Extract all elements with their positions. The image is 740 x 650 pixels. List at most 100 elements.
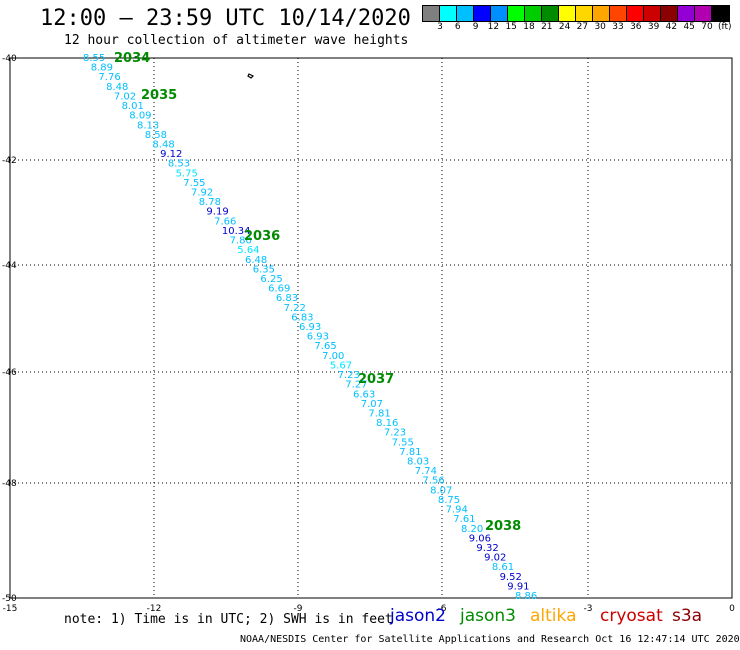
color-scale-tick-label: 21 xyxy=(541,22,553,32)
wave-height-value: 5.67 xyxy=(330,360,352,371)
credit-line: NOAA/NESDIS Center for Satellite Applica… xyxy=(240,634,740,645)
color-scale-tick-label: 12 xyxy=(487,22,500,32)
pass-time-label: 2034 xyxy=(114,51,150,66)
x-tick-label: -12 xyxy=(147,604,162,614)
island-outline xyxy=(247,73,255,79)
wave-height-value: 6.48 xyxy=(245,255,267,266)
x-tick-label: -15 xyxy=(3,604,18,614)
satellite-legend-item: s3a xyxy=(672,606,703,626)
color-scale-tick-label: 36 xyxy=(630,22,642,32)
satellite-legend-item: jason2 xyxy=(390,606,446,626)
x-tick-label: -9 xyxy=(294,604,303,614)
time-labels: 2034 2035 2036 2037 2038 xyxy=(114,51,521,534)
footnote: note: 1) Time is in UTC; 2) SWH is in fe… xyxy=(64,612,393,627)
wave-height-value: 7.74 xyxy=(415,466,437,477)
color-scale-swatch xyxy=(559,6,576,21)
wave-height-value: 8.78 xyxy=(199,197,221,208)
map-title: 12:00 – 23:59 UTC 10/14/2020 xyxy=(40,6,411,31)
y-tick-label: -50 xyxy=(2,594,17,604)
color-scale-tick-label: 70 xyxy=(701,22,713,32)
color-scale-tick-label: 45 xyxy=(683,22,695,32)
color-scale-tick-label: 42 xyxy=(665,22,678,32)
color-scale-swatch xyxy=(593,6,610,21)
wave-height-value: 8.20 xyxy=(461,524,483,535)
y-tick-label: -42 xyxy=(2,156,17,166)
map-frame xyxy=(9,57,733,599)
color-scale-swatch xyxy=(576,6,593,21)
color-scale-tick-label: 27 xyxy=(576,22,589,32)
wave-height-value: 7.07 xyxy=(361,399,383,410)
wave-height-value: 7.22 xyxy=(284,303,306,314)
wave-height-value: 8.86 xyxy=(515,591,537,602)
wave-height-value: 6.83 xyxy=(276,293,298,304)
wave-height-value: 7.00 xyxy=(322,351,344,362)
wave-height-value: 8.58 xyxy=(145,130,167,141)
wave-height-value: 7.81 xyxy=(399,447,421,458)
y-tick-label: -48 xyxy=(2,479,17,489)
wave-height-value: 6.83 xyxy=(291,312,313,323)
wave-height-value: 8.01 xyxy=(122,101,144,112)
color-scale-swatch xyxy=(678,6,695,21)
wave-height-value: 7.76 xyxy=(98,72,120,83)
x-tick-label: -6 xyxy=(438,604,447,614)
wave-height-value: 7.56 xyxy=(422,476,444,487)
wave-height-value: 8.48 xyxy=(152,139,174,150)
wave-height-value: 7.94 xyxy=(446,505,468,516)
color-scale-swatch xyxy=(525,6,542,21)
wave-height-value: 7.27 xyxy=(345,380,367,391)
wave-height-value: 7.65 xyxy=(314,341,336,352)
wave-height-value: 5.75 xyxy=(176,168,198,179)
wave-height-value: 7.92 xyxy=(191,188,213,199)
wave-height-value: 10.34 xyxy=(222,226,251,237)
wave-height-value: 6.25 xyxy=(260,274,282,285)
color-scale-tick-label: 33 xyxy=(612,22,624,32)
wave-height-value: 7.81 xyxy=(368,408,390,419)
color-scale-swatch xyxy=(457,6,474,21)
color-scale-swatch xyxy=(712,6,729,21)
wave-height-value: 7.61 xyxy=(453,514,475,525)
wave-height-value: 8.07 xyxy=(430,485,452,496)
y-tick-label: -44 xyxy=(2,261,17,271)
wave-height-value: 8.53 xyxy=(168,159,190,170)
wave-height-value: 8.89 xyxy=(91,63,113,74)
color-scale-swatch xyxy=(491,6,508,21)
x-tick-label: -3 xyxy=(584,604,593,614)
color-scale-swatch xyxy=(661,6,678,21)
wave-height-value: 9.12 xyxy=(160,149,182,160)
wave-height-value: 7.23 xyxy=(338,370,360,381)
pass-time-label: 2036 xyxy=(244,229,280,244)
color-scale-swatch xyxy=(610,6,627,21)
wave-height-value: 9.06 xyxy=(469,533,491,544)
wave-height-value: 6.63 xyxy=(353,389,375,400)
color-scale-swatch xyxy=(542,6,559,21)
color-scale-bar xyxy=(422,5,730,22)
color-scale-tick-label: 3 xyxy=(437,22,443,32)
color-scale-tick-label: 18 xyxy=(523,22,535,32)
wave-height-value: 8.03 xyxy=(407,457,429,468)
wave-height-labels: 8.558.897.768.487.028.018.098.138.588.48… xyxy=(83,53,537,602)
wave-height-value: 8.16 xyxy=(376,418,398,429)
color-scale-tick-label: 39 xyxy=(647,22,660,32)
color-scale-tick-label: 24 xyxy=(558,22,571,32)
wave-height-value: 8.75 xyxy=(438,495,460,506)
color-scale-tick-label: 30 xyxy=(594,22,606,32)
y-tick-label: -46 xyxy=(2,368,17,378)
map-subtitle: 12 hour collection of altimeter wave hei… xyxy=(64,33,409,48)
pass-time-label: 2035 xyxy=(141,88,177,103)
color-scale-unit: (ft) xyxy=(718,22,732,32)
wave-height-value: 6.69 xyxy=(268,284,290,295)
wave-height-value: 7.02 xyxy=(114,91,136,102)
wave-height-value: 8.61 xyxy=(492,562,514,573)
color-scale-swatch xyxy=(508,6,525,21)
color-scale-swatch xyxy=(644,6,661,21)
pass-time-label: 2037 xyxy=(358,372,394,387)
map-grid xyxy=(9,57,733,599)
axis-ticks: -15 -12 -9 -6 -3 0 -40 -42 -44 -46 -48 -50 xyxy=(2,54,735,614)
wave-height-value: 5.64 xyxy=(237,245,259,256)
wave-height-value: 8.48 xyxy=(106,82,128,93)
wave-height-value: 7.66 xyxy=(214,216,236,227)
wave-height-value: 7.80 xyxy=(230,236,252,247)
satellite-legend-item: jason3 xyxy=(460,606,516,626)
wave-height-value: 8.09 xyxy=(129,111,151,122)
